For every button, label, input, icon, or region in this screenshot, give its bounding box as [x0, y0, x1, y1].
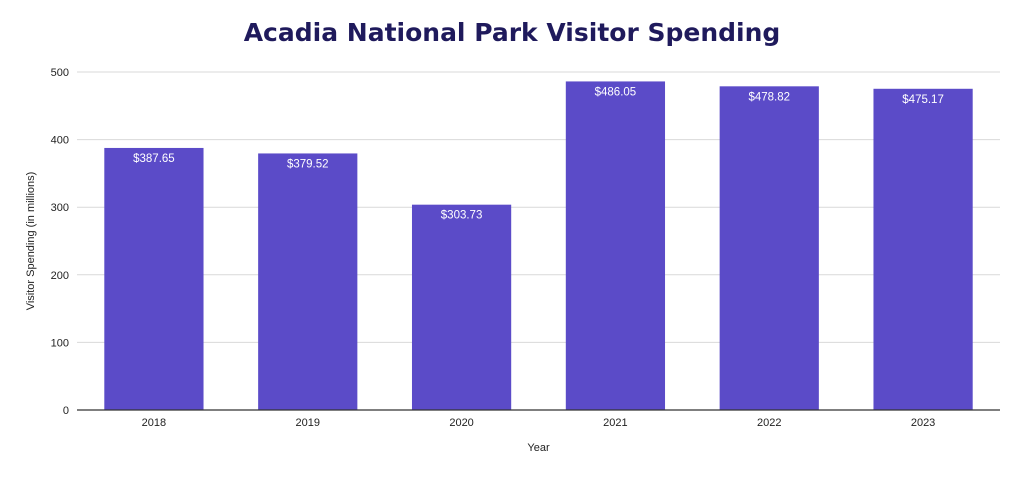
gridlines — [77, 71, 1000, 343]
data-label-2023: $475.17 — [902, 94, 944, 106]
y-tick-label: 200 — [51, 270, 69, 282]
data-label-2021: $486.05 — [595, 86, 637, 98]
y-tick-label: 0 — [63, 405, 69, 417]
x-axis-title: Year — [527, 442, 550, 454]
y-tick-label: 400 — [51, 135, 69, 147]
x-tick-label: 2022 — [757, 417, 781, 429]
bar-2020 — [411, 204, 512, 410]
bar-2022 — [719, 86, 819, 410]
x-tick-label: 2021 — [603, 417, 627, 429]
data-labels: $387.65 $379.52 $303.73 $486.05 $478.82 $475.… — [133, 86, 944, 221]
data-label-2020: $303.73 — [441, 210, 483, 222]
x-tick-label: 2020 — [449, 417, 473, 429]
bar-2018 — [104, 147, 204, 410]
y-axis-ticks: 0 100 200 300 400 500 — [51, 67, 69, 417]
bar-2019 — [258, 153, 358, 411]
bars — [104, 81, 973, 411]
y-tick-label: 100 — [51, 337, 69, 349]
x-axis-ticks: 2018 2019 2020 2021 2022 2023 — [142, 417, 936, 429]
data-label-2019: $379.52 — [287, 158, 329, 170]
y-axis-title: Visitor Spending (in millions) — [25, 172, 37, 311]
x-tick-label: 2018 — [142, 417, 166, 429]
data-label-2022: $478.82 — [748, 91, 790, 103]
y-tick-label: 500 — [51, 67, 69, 79]
data-label-2018: $387.65 — [133, 153, 175, 165]
chart-title: Acadia National Park Visitor Spending — [243, 18, 781, 47]
bar-2023 — [873, 88, 973, 410]
x-tick-label: 2023 — [911, 417, 935, 429]
x-tick-label: 2019 — [296, 417, 320, 429]
y-tick-label: 300 — [51, 202, 69, 214]
bar-2021 — [565, 81, 666, 410]
